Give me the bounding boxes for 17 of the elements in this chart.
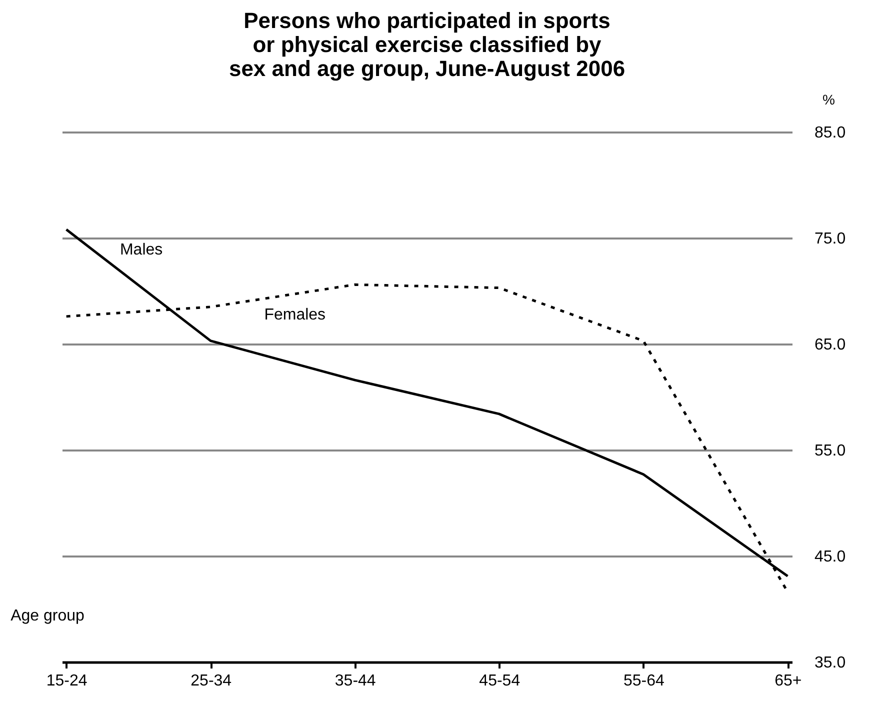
chart-title: Persons who participated in sports or physical exercise classified by sex and age group, June-August 2006 xyxy=(228,8,626,81)
y-tick-label: 75.0 xyxy=(814,230,846,248)
x-tick-label: 45-54 xyxy=(479,672,520,690)
x-axis-title: Age group xyxy=(10,608,85,624)
x-tick-label: 65+ xyxy=(774,672,802,690)
y-tick-label: 35.0 xyxy=(814,654,846,672)
x-tick-label: 55-64 xyxy=(623,672,664,690)
series-label: Females xyxy=(264,306,326,324)
series-label: Males xyxy=(120,242,163,259)
y-tick-label: 45.0 xyxy=(814,548,846,566)
x-tick-label: 35-44 xyxy=(334,672,376,690)
x-tick-label: 25-34 xyxy=(190,672,232,690)
x-tick-label: 15-24 xyxy=(46,672,88,690)
y-tick-label: 85.0 xyxy=(814,124,846,142)
y-axis-title: % xyxy=(822,92,835,108)
y-tick-label: 65.0 xyxy=(814,336,846,354)
y-tick-label: 55.0 xyxy=(814,442,846,460)
